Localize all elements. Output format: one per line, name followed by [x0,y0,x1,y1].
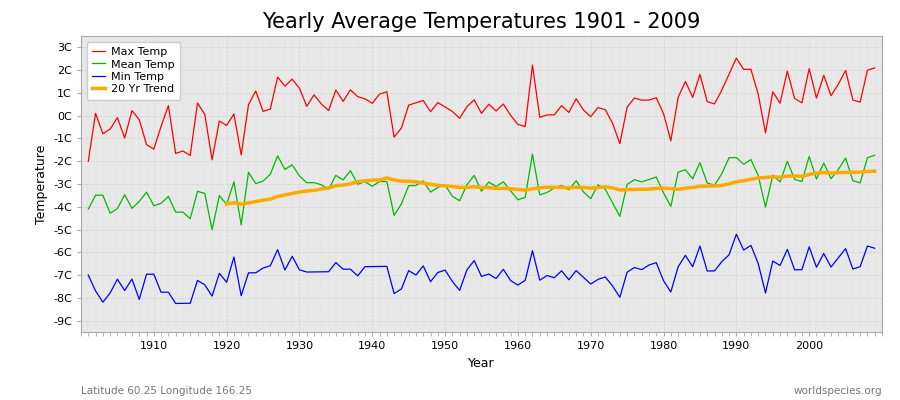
20 Yr Trend [848,170,859,175]
Max Temp [83,159,94,164]
Min Temp [608,284,618,288]
Max Temp [512,122,523,127]
Mean Temp [615,214,626,219]
Min Temp [869,246,880,251]
20 Yr Trend [316,186,327,191]
20 Yr Trend [768,174,778,179]
Min Temp [352,274,363,278]
Min Temp [309,270,320,274]
Mean Temp [207,228,218,232]
20 Yr Trend [236,202,247,206]
Max Temp [505,113,516,118]
Max Temp [345,88,356,92]
20 Yr Trend [869,169,880,174]
Text: worldspecies.org: worldspecies.org [794,386,882,396]
Max Temp [302,104,312,109]
Title: Yearly Average Temperatures 1901 - 2009: Yearly Average Temperatures 1901 - 2009 [262,12,701,32]
Min Temp [512,283,523,288]
Legend: Max Temp, Mean Temp, Min Temp, 20 Yr Trend: Max Temp, Mean Temp, Min Temp, 20 Yr Tre… [86,42,180,100]
Mean Temp [309,180,320,185]
Text: Latitude 60.25 Longitude 166.25: Latitude 60.25 Longitude 166.25 [81,386,252,396]
Mean Temp [512,198,523,202]
Min Temp [83,273,94,278]
Mean Temp [83,207,94,212]
Max Temp [141,142,152,147]
Y-axis label: Temperature: Temperature [34,144,48,224]
Max Temp [600,107,611,112]
Min Temp [141,272,152,277]
20 Yr Trend [221,202,232,206]
Line: Mean Temp: Mean Temp [88,154,875,230]
X-axis label: Year: Year [468,356,495,370]
Mean Temp [520,195,531,200]
Min Temp [520,278,531,283]
Line: 20 Yr Trend: 20 Yr Trend [227,171,875,204]
Line: Max Temp: Max Temp [88,58,875,161]
20 Yr Trend [782,174,793,178]
Mean Temp [352,182,363,186]
Max Temp [731,56,742,60]
Min Temp [731,232,742,236]
Min Temp [170,301,181,306]
20 Yr Trend [680,186,691,190]
Max Temp [869,66,880,70]
Mean Temp [869,153,880,158]
Mean Temp [141,190,152,194]
Mean Temp [527,152,538,156]
Line: Min Temp: Min Temp [88,234,875,304]
20 Yr Trend [425,182,436,187]
